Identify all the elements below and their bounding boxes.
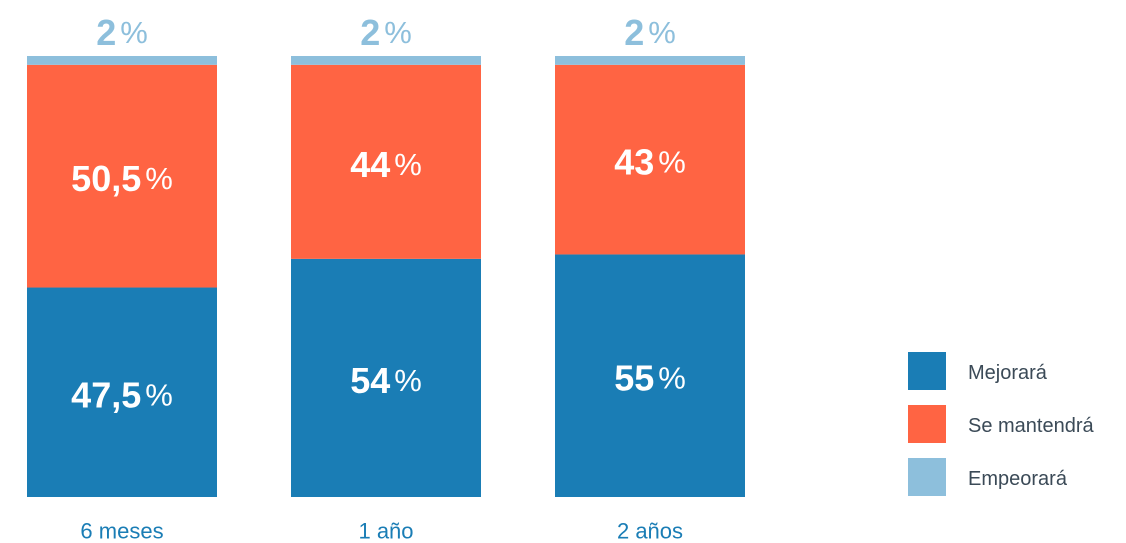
data-label-empeorara-2-anos: 2% <box>624 12 676 53</box>
legend-swatch-empeorara <box>908 458 946 496</box>
bar-mejorara-6-meses <box>27 287 217 497</box>
bar-se-mantendra-1-ano <box>291 64 481 259</box>
bar-empeorara-1-ano <box>291 56 481 65</box>
legend-label-empeorara: Empeorará <box>968 468 1067 490</box>
data-label-mejorara-6-meses: 47,5% <box>71 374 173 415</box>
data-label-se-mantendra-1-ano: 44% <box>350 143 422 184</box>
data-label-se-mantendra-6-meses: 50,5% <box>71 158 173 199</box>
data-label-se-mantendra-2-anos: 43% <box>614 141 686 182</box>
bar-empeorara-2-anos <box>555 56 745 65</box>
data-label-mejorara-1-ano: 54% <box>350 359 422 400</box>
bar-se-mantendra-2-anos <box>555 64 745 255</box>
category-label-1-ano: 1 año <box>358 519 413 543</box>
data-label-empeorara-6-meses: 2% <box>96 12 148 53</box>
legend-label-mejorara: Mejorará <box>968 362 1047 384</box>
legend-swatch-mejorara <box>908 352 946 390</box>
category-label-6-meses: 6 meses <box>80 519 163 543</box>
bar-empeorara-6-meses <box>27 56 217 65</box>
legend-label-se-mantendra: Se mantendrá <box>968 415 1094 437</box>
category-label-2-anos: 2 años <box>617 519 683 543</box>
legend-swatch-se-mantendra <box>908 405 946 443</box>
data-label-empeorara-1-ano: 2% <box>360 12 412 53</box>
bar-mejorara-1-ano <box>291 258 481 497</box>
bar-se-mantendra-6-meses <box>27 64 217 288</box>
bar-mejorara-2-anos <box>555 254 745 497</box>
data-label-mejorara-2-anos: 55% <box>614 357 686 398</box>
